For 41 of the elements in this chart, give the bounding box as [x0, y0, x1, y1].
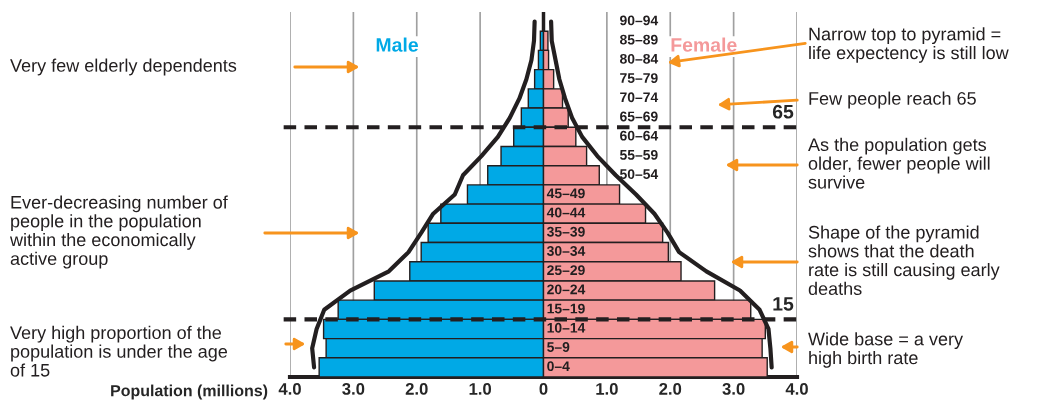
- text: As the population gets older, fewer people will survive: [808, 137, 990, 189]
- x-tick-label: 4.0: [785, 383, 808, 395]
- y-tick-label: 85–89: [619, 34, 658, 45]
- x-tick-label: 3.0: [722, 383, 745, 395]
- text: Few people reach 65: [809, 91, 976, 109]
- y-tick-label: 75–79: [620, 73, 658, 83]
- text: Very high proportion of the population is under the age of 15: [10, 325, 228, 377]
- y-tick-label: 30–34: [546, 246, 586, 256]
- x-tick-label: 0: [539, 383, 548, 395]
- y-tick-label: 0–4: [547, 361, 570, 372]
- text: Ever-decreasing number of people in the population within the economically active group: [9, 195, 228, 269]
- x-tick-label: 4.0: [278, 383, 301, 395]
- y-tick-label: 90–94: [620, 15, 659, 26]
- text: Narrow top to pyramid = life expectency is still low: [809, 27, 1009, 63]
- x-tick-label: 2.0: [405, 383, 428, 395]
- y-tick-label: 55–59: [619, 149, 658, 160]
- y-tick-label: 80–84: [619, 53, 659, 64]
- y-tick-label: 40–44: [546, 207, 586, 218]
- text: Male: [376, 37, 418, 52]
- y-tick-label: 60–64: [620, 130, 659, 141]
- x-tick-label: 1.0: [596, 383, 618, 395]
- text: Very few elderly dependents: [10, 58, 237, 76]
- y-tick-label: 45–49: [546, 188, 585, 199]
- y-tick-label: 65–69: [620, 111, 658, 122]
- x-axis-title: Population (millions): [111, 384, 268, 400]
- x-tick-label: 2.0: [659, 383, 682, 395]
- y-tick-label: 50–54: [619, 169, 659, 180]
- y-tick-label: 70–74: [620, 92, 659, 103]
- x-tick-label: 3.0: [342, 383, 365, 395]
- y-tick-label: 25–29: [547, 265, 585, 276]
- y-tick-label: 35–39: [546, 226, 585, 237]
- text: Female: [671, 37, 737, 52]
- y-tick-label: 10–14: [547, 322, 586, 333]
- y-tick-label: 20–24: [547, 284, 586, 295]
- ref-line-label: 65: [772, 104, 794, 119]
- ref-line-label: 15: [773, 297, 794, 311]
- y-tick-label: 5–9: [547, 342, 570, 352]
- x-tick-label: 1.0: [469, 383, 492, 395]
- y-tick-label: 15–19: [547, 303, 585, 314]
- text: Wide base = a very high birth rate: [808, 332, 964, 368]
- text: Shape of the pyramid shows that the death rate is still causing early deaths: [808, 225, 1000, 296]
